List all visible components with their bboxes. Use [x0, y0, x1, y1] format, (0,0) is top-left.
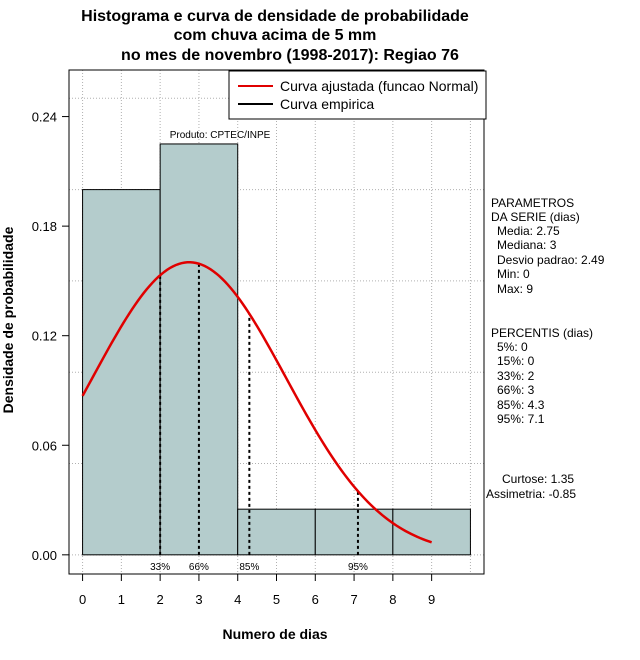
legend-box — [228, 70, 487, 120]
percentile-line: 95%: 7.1 — [497, 412, 545, 426]
y-tick-label: 0.00 — [32, 548, 57, 563]
x-tick-label: 8 — [389, 592, 396, 607]
param-line: DA SERIE (dias) — [491, 210, 580, 224]
param-line: PARAMETROS — [491, 196, 574, 210]
percentile-marker-label: 33% — [150, 562, 170, 573]
param-line: Media: 2.75 — [497, 224, 560, 238]
param-line: Mediana: 3 — [497, 238, 557, 252]
normal-fit-curve — [81, 261, 433, 544]
skewness-text: Assimetria: -0.85 — [486, 487, 576, 501]
histogram-bar — [237, 508, 316, 556]
x-tick-label: 5 — [273, 592, 280, 607]
x-tick-label: 1 — [118, 592, 125, 607]
axes: 0 1 2 3 4 5 6 7 8 9 0.00 0.06 0.12 0.18 0.24 — [32, 69, 485, 607]
shape-statistics: Curtose: 1.35 Assimetria: -0.85 — [486, 472, 576, 501]
y-axis-label: Densidade de probabilidade — [0, 226, 16, 413]
x-tick-label: 7 — [350, 592, 357, 607]
percentile-marker-label: 85% — [239, 562, 259, 573]
param-line: Min: 0 — [497, 267, 530, 281]
title-line: no mes de novembro (1998-2017): Regiao 7… — [121, 47, 459, 64]
histogram-bar — [314, 508, 394, 556]
histogram-bar — [392, 508, 471, 556]
title-line: Histograma e curva de densidade de proba… — [81, 8, 469, 25]
percentile-line: PERCENTIS (dias) — [491, 326, 593, 340]
legend-label-empirical: Curva empirica — [280, 96, 374, 112]
title-line: com chuva acima de 5 mm — [174, 27, 377, 44]
param-line: Max: 9 — [497, 282, 533, 296]
percentile-line: 85%: 4.3 — [497, 398, 545, 412]
x-tick-label: 3 — [195, 592, 202, 607]
series-parameters: PARAMETROS DA SERIE (dias) Media: 2.75 M… — [491, 196, 605, 296]
y-tick-label: 0.24 — [32, 110, 57, 125]
param-line: Desvio padrao: 2.49 — [497, 253, 605, 267]
percentile-marker-label: 66% — [189, 562, 209, 573]
percentile-marker-label: 95% — [348, 562, 368, 573]
percentile-line: 15%: 0 — [497, 354, 535, 368]
percentiles-list: PERCENTIS (dias) 5%: 0 15%: 0 33%: 2 66%… — [491, 326, 593, 426]
product-label: Produto: CPTEC/INPE — [170, 130, 271, 141]
chart-title: Histograma e curva de densidade de proba… — [81, 8, 469, 64]
x-axis-label: Numero de dias — [222, 626, 327, 642]
normal-curve-layer — [81, 261, 433, 544]
kurtosis-text: Curtose: 1.35 — [502, 472, 574, 486]
percentile-line: 5%: 0 — [497, 340, 528, 354]
x-tick-label: 4 — [234, 592, 241, 607]
percentile-line: 33%: 2 — [497, 369, 535, 383]
x-tick-label: 9 — [428, 592, 435, 607]
y-tick-label: 0.06 — [32, 438, 57, 453]
legend: Curva ajustada (funcao Normal) Curva emp… — [228, 70, 487, 120]
y-tick-label: 0.12 — [32, 329, 57, 344]
x-tick-label: 2 — [157, 592, 164, 607]
percentile-line: 66%: 3 — [497, 383, 535, 397]
percentile-markers: 33% 66% 85% 95% — [150, 263, 368, 573]
legend-label-normal: Curva ajustada (funcao Normal) — [280, 78, 478, 94]
x-tick-label: 0 — [79, 592, 86, 607]
x-tick-label: 6 — [312, 592, 319, 607]
y-tick-label: 0.18 — [32, 219, 57, 234]
